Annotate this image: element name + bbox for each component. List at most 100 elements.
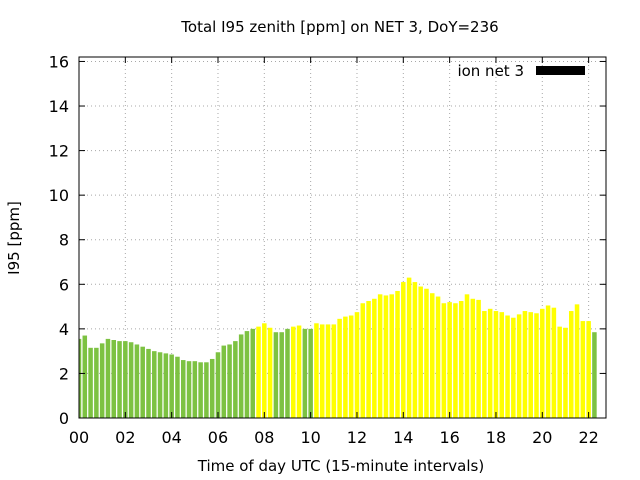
bar (470, 298, 476, 418)
bar (238, 334, 244, 418)
bar (487, 308, 493, 418)
bar (505, 315, 510, 418)
bar (557, 326, 562, 418)
bar (540, 308, 545, 418)
x-tick-label: 18 (486, 428, 506, 447)
bar (215, 352, 221, 418)
bar (511, 317, 516, 418)
bar (377, 294, 383, 418)
legend: ion net 3 (457, 62, 585, 80)
bar (574, 304, 580, 418)
bar (128, 342, 134, 418)
bar (267, 327, 273, 418)
y-axis-title: I95 [ppm] (5, 201, 23, 275)
bar (157, 352, 163, 418)
bar (401, 282, 406, 418)
bar (389, 294, 394, 418)
bar (464, 294, 470, 418)
bar (233, 341, 238, 418)
bar (296, 325, 302, 418)
bar (412, 282, 418, 418)
bar (134, 344, 140, 418)
x-tick-label: 06 (208, 428, 228, 447)
bar (279, 332, 284, 418)
bar (250, 328, 255, 418)
bar (343, 316, 348, 418)
bar (395, 290, 400, 418)
x-tick-label: 04 (161, 428, 181, 447)
bar (522, 311, 528, 418)
bar (430, 293, 435, 418)
x-tick-label: 10 (300, 428, 320, 447)
y-tick-label: 6 (59, 275, 69, 294)
bar (545, 305, 551, 418)
y-axis: 0 2 4 6 8 10 12 14 16 (49, 52, 606, 428)
bar (447, 302, 452, 418)
x-axis: 00 02 04 06 08 10 12 14 16 18 20 22 (69, 57, 599, 447)
bar (123, 341, 128, 418)
bar (88, 347, 93, 418)
bar (580, 321, 586, 418)
bar (140, 346, 145, 418)
bar (568, 311, 574, 418)
bar (337, 318, 342, 418)
bar (453, 303, 458, 418)
x-tick-label: 16 (439, 428, 459, 447)
bar (586, 321, 591, 418)
bar (180, 360, 186, 418)
bar (516, 314, 522, 418)
y-tick-label: 14 (49, 97, 69, 116)
x-tick-label: 08 (254, 428, 274, 447)
bar (424, 288, 429, 418)
bar (105, 338, 111, 418)
bar (169, 354, 174, 418)
bar (383, 295, 389, 418)
bar (551, 307, 557, 418)
bar (418, 286, 423, 418)
bar (186, 361, 192, 418)
bar (285, 328, 290, 418)
bar (493, 311, 499, 418)
bar (563, 327, 568, 418)
bar (291, 326, 296, 418)
bar (111, 340, 117, 418)
bar (262, 323, 267, 418)
bar (499, 312, 505, 418)
legend-label: ion net 3 (457, 62, 524, 80)
x-tick-label: 22 (578, 428, 598, 447)
bar (175, 356, 180, 418)
bar (366, 301, 371, 418)
bar (198, 362, 203, 418)
bar (319, 324, 325, 418)
legend-swatch (536, 66, 585, 75)
y-tick-label: 4 (59, 320, 69, 339)
plot-frame (78, 56, 607, 419)
bar (325, 324, 331, 418)
y-tick-label: 12 (49, 142, 69, 161)
y-tick-label: 0 (59, 409, 69, 428)
bar (256, 326, 261, 418)
bar (244, 331, 250, 418)
y-tick-label: 2 (59, 364, 69, 383)
x-tick-label: 12 (347, 428, 367, 447)
x-tick-label: 02 (115, 428, 135, 447)
bar (221, 345, 227, 418)
bar (528, 312, 533, 418)
bar (406, 277, 412, 418)
bar (592, 332, 597, 418)
bar (94, 347, 99, 418)
bar (192, 361, 198, 418)
bar (458, 301, 464, 418)
x-axis-title: Time of day UTC (15-minute intervals) (197, 457, 484, 475)
bar (441, 303, 447, 418)
bar (79, 338, 82, 418)
bar (534, 313, 539, 418)
bar (435, 296, 441, 418)
bar (227, 344, 232, 418)
bar (152, 351, 157, 418)
bar (348, 315, 354, 418)
bar (273, 332, 279, 418)
x-tick-label: 00 (69, 428, 89, 447)
bar (82, 335, 88, 418)
x-tick-label: 14 (393, 428, 413, 447)
